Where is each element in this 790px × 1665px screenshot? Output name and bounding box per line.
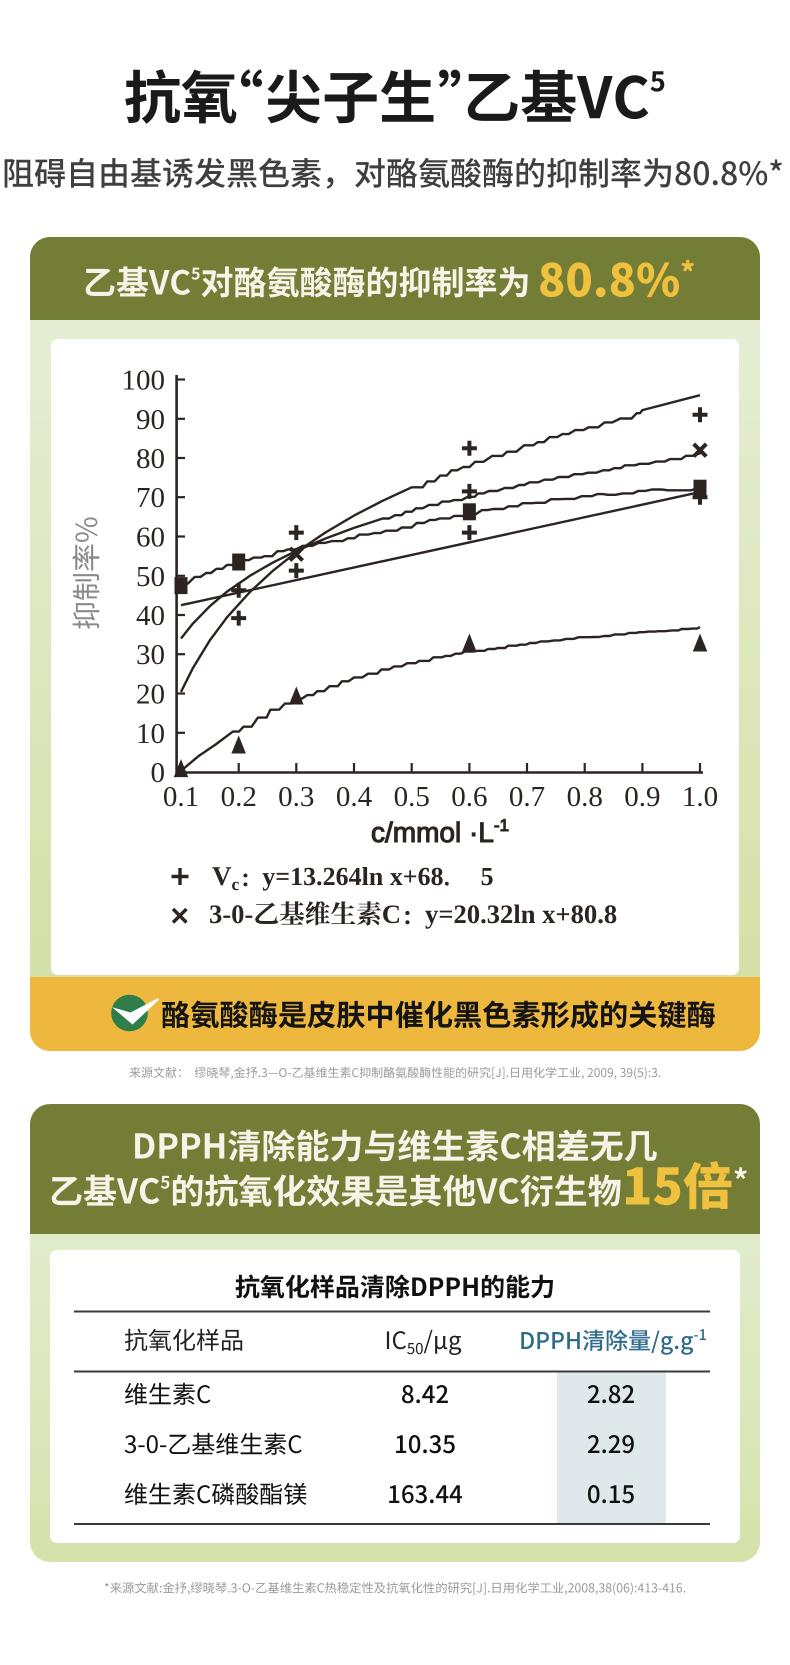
svg-text:0.1: 0.1 <box>163 781 199 813</box>
svg-text:100: 100 <box>122 365 166 397</box>
svg-text:0.2: 0.2 <box>221 781 257 813</box>
svg-text:30: 30 <box>136 639 165 671</box>
svg-text:0.6: 0.6 <box>451 781 487 813</box>
svg-text:90: 90 <box>136 404 165 436</box>
svg-text:50: 50 <box>136 561 165 593</box>
svg-text:0.8: 0.8 <box>567 781 603 813</box>
svg-text:70: 70 <box>136 482 165 514</box>
svg-text:0.5: 0.5 <box>394 781 430 813</box>
svg-text:0.4: 0.4 <box>336 781 373 813</box>
svg-text:60: 60 <box>136 522 165 554</box>
svg-text:1.0: 1.0 <box>682 781 718 813</box>
svg-text:0.7: 0.7 <box>509 781 545 813</box>
svg-text:0: 0 <box>151 757 166 789</box>
svg-text:0.3: 0.3 <box>278 781 314 813</box>
svg-text:40: 40 <box>136 600 165 632</box>
svg-text:20: 20 <box>136 679 165 711</box>
svg-text:80: 80 <box>136 443 165 475</box>
svg-text:10: 10 <box>136 718 165 750</box>
svg-text:0.9: 0.9 <box>624 781 660 813</box>
